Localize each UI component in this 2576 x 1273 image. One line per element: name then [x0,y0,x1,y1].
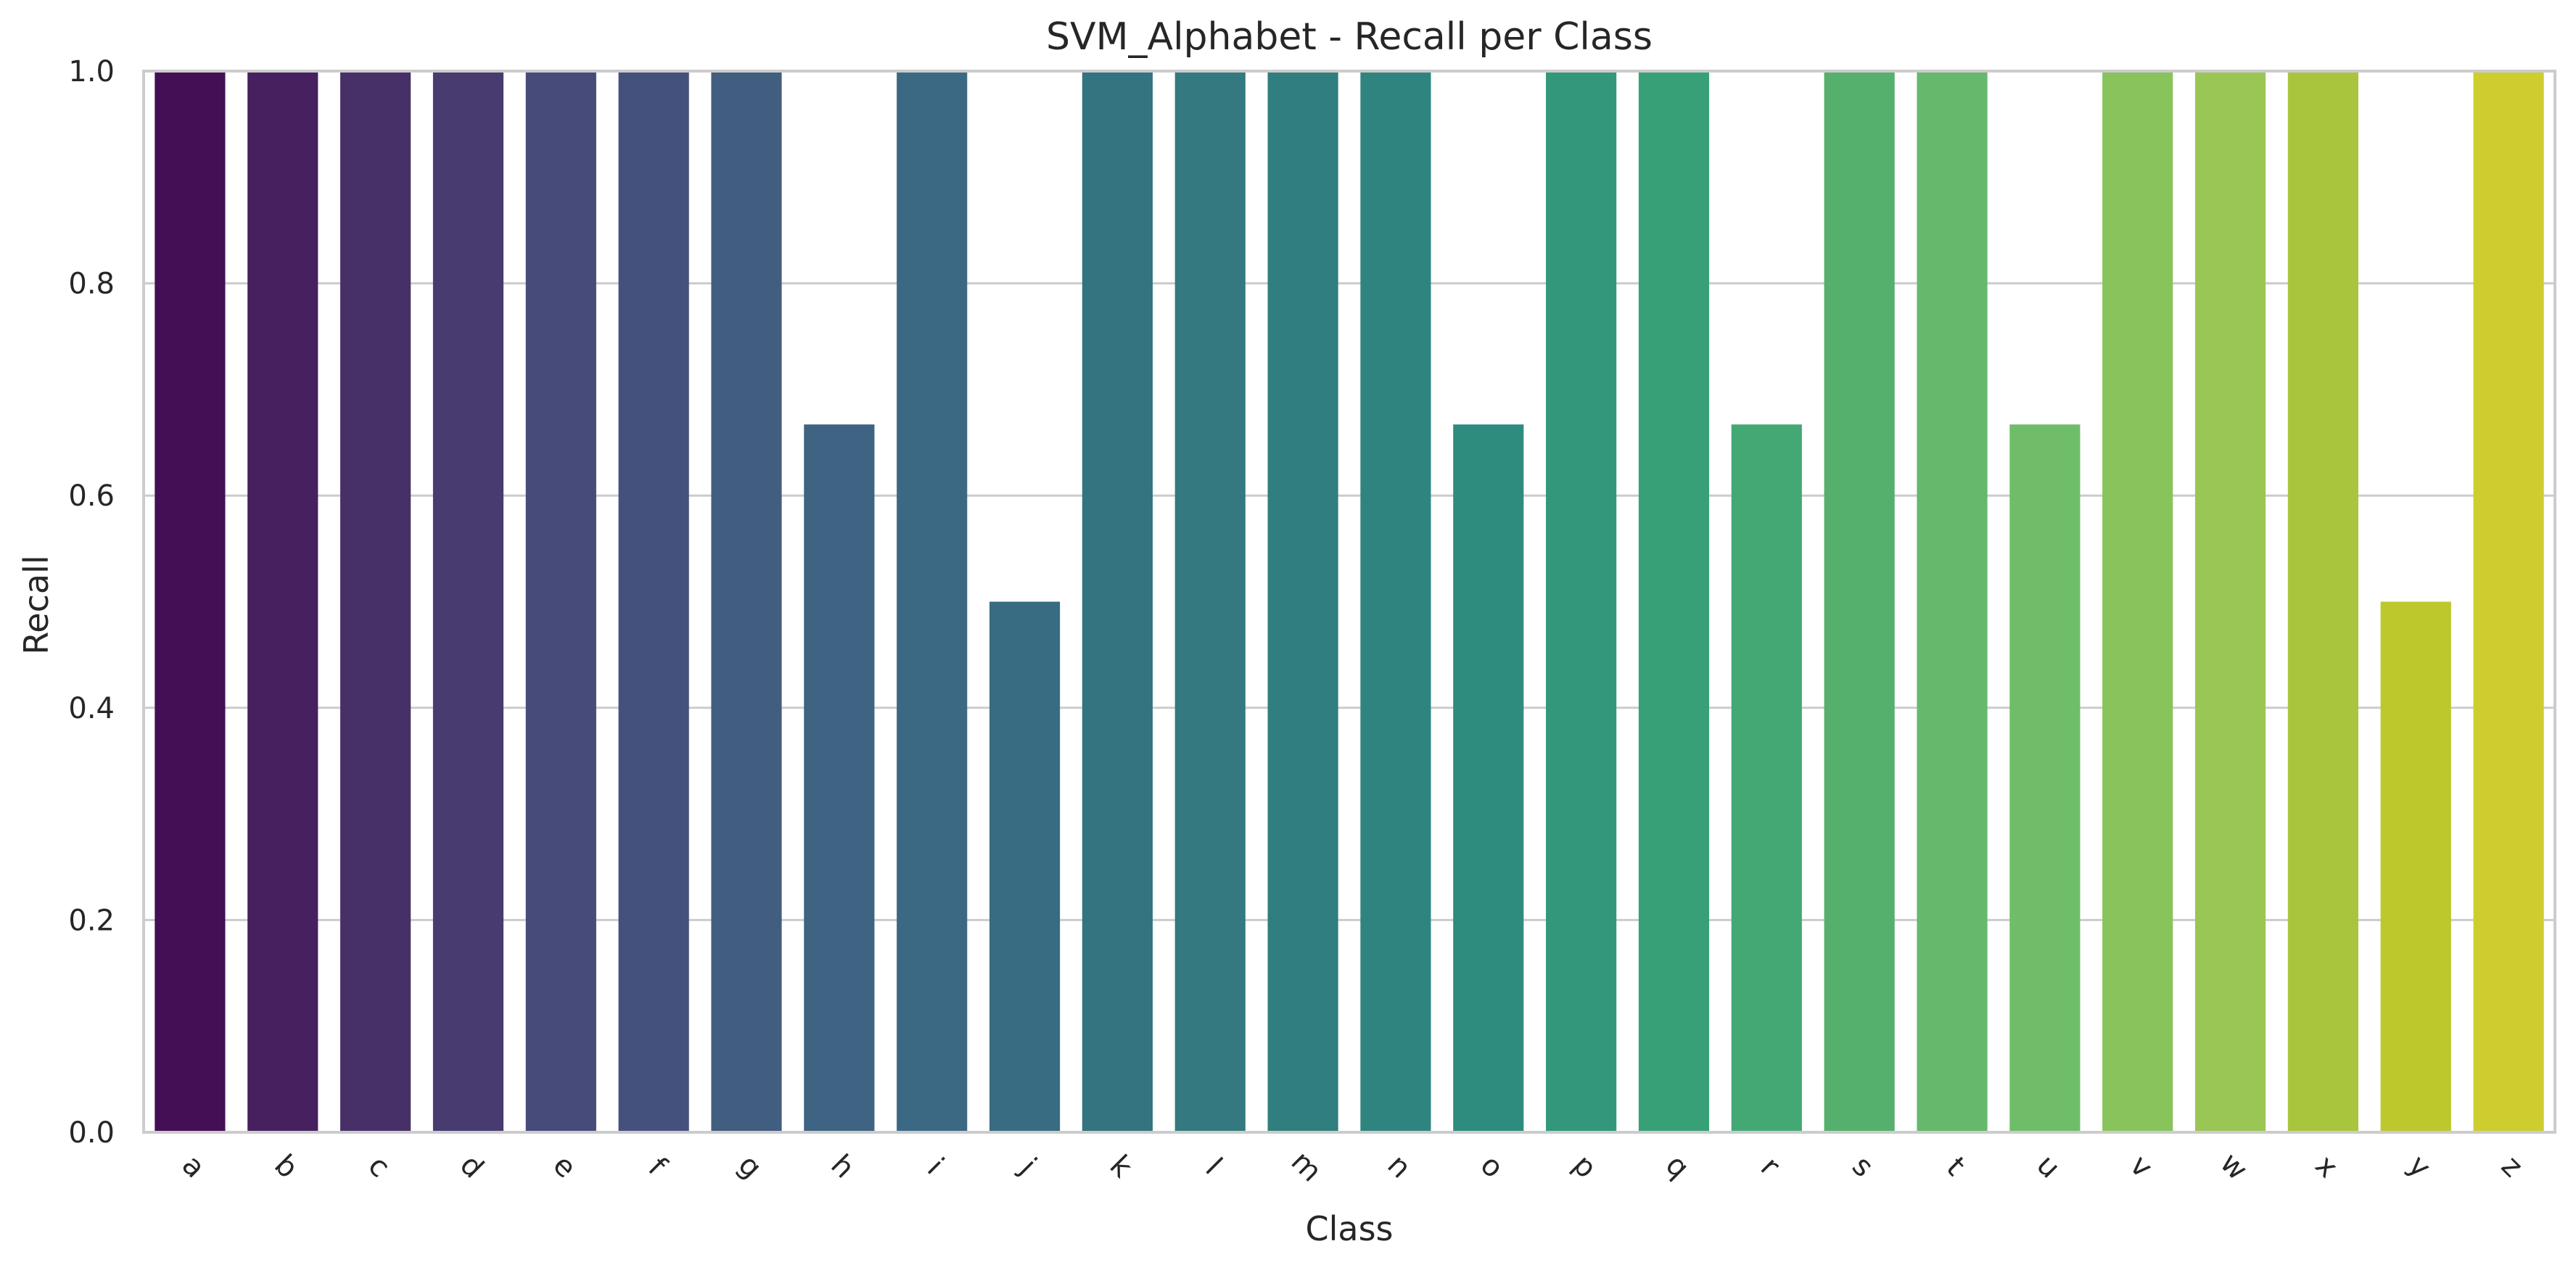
bar-l [1174,71,1246,1132]
bar-b [247,71,318,1132]
bar-n [1360,71,1431,1132]
bar-s [1824,71,1895,1132]
bar-d [432,71,504,1132]
bar-k [1082,71,1153,1132]
bar-w [2194,71,2266,1132]
bar-g [711,71,782,1132]
bar-a [155,71,226,1132]
bar-v [2102,71,2173,1132]
bar-c [340,71,411,1132]
plot-frame [142,70,2556,1134]
bar-x [2287,71,2358,1132]
y-tick-label: 0.8 [68,268,115,301]
bar-z [2473,71,2544,1132]
bar-q [1638,71,1710,1132]
bar-o [1453,424,1524,1132]
bar-y [2380,601,2451,1132]
y-tick-label: 1.0 [68,55,115,88]
y-tick-label: 0.6 [68,479,115,513]
bar-u [2009,424,2081,1132]
y-tick-label: 0.2 [68,904,115,937]
bar-i [897,71,968,1132]
bar-p [1546,71,1617,1132]
bars [155,71,2544,1132]
bar-t [1917,71,1988,1132]
y-tick-label: 0.4 [68,692,115,725]
bar-j [989,601,1061,1132]
bar-r [1731,424,1802,1132]
bar-e [525,71,596,1132]
y-axis-ticks: 0.0 0.2 0.4 0.6 0.8 1.0 [68,55,115,1150]
bar-f [618,71,689,1132]
y-tick-label: 0.0 [68,1116,115,1150]
bar-h [804,424,875,1132]
x-axis-label: Class [1305,1209,1393,1248]
chart-title: SVM_Alphabet - Recall per Class [1046,15,1653,59]
bar-m [1267,71,1338,1132]
y-axis-label: Recall [17,555,56,654]
